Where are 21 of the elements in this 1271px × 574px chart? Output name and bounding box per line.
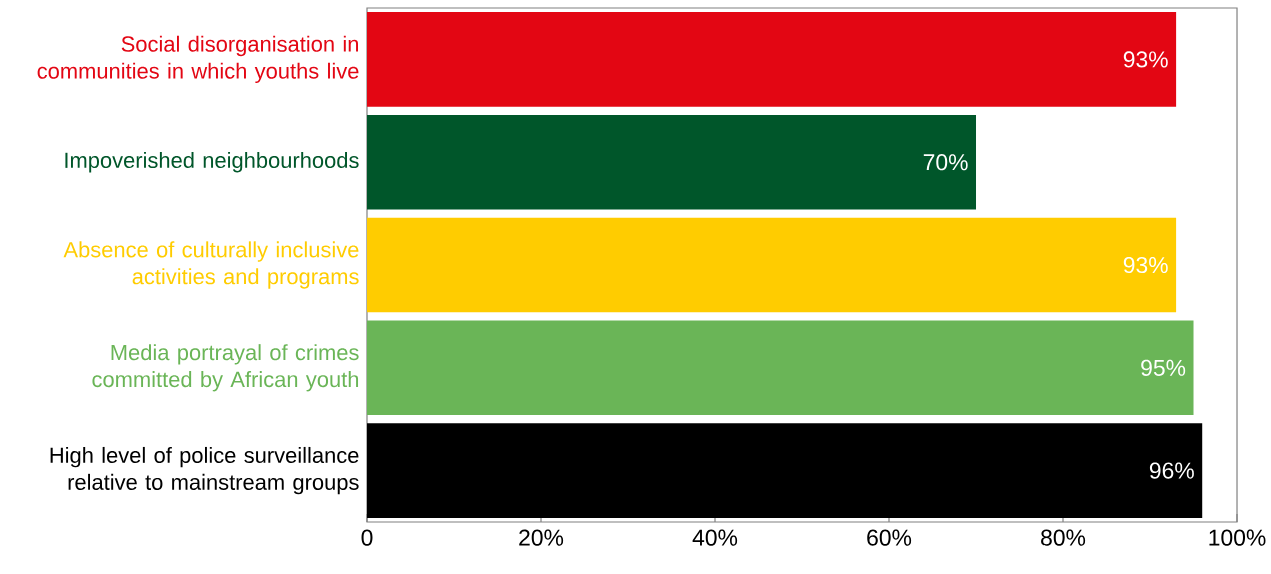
bar [367,320,1194,416]
y-tick-label: Social disorganisation in communities in which youths live [37,35,359,84]
bar [367,423,1203,518]
data-label: 95% [1141,359,1186,376]
x-tick-label: 100% [1209,529,1266,546]
x-tick-label: 40% [692,529,738,546]
bar [367,12,1177,107]
y-tick-label: Impoverished neighbourhoods [65,151,359,173]
data-label: 70% [923,154,968,171]
y-tick-label: Media portrayal of crimes committed by African youth [92,344,359,392]
x-tick-label: 20% [519,529,564,546]
x-tick-label: 60% [867,529,912,546]
bar [367,217,1177,313]
data-label: 93% [1123,51,1168,68]
x-tick-label: 80% [1041,529,1086,546]
y-tick-label: High level of police surveillance relative to mainstream groups [50,446,359,495]
data-label: 93% [1123,256,1168,274]
bar [367,114,977,210]
x-tick-label: 0 [361,529,373,546]
y-tick-label: Absence of culturally inclusive activities and programs [63,241,359,289]
data-label: 96% [1149,462,1194,479]
